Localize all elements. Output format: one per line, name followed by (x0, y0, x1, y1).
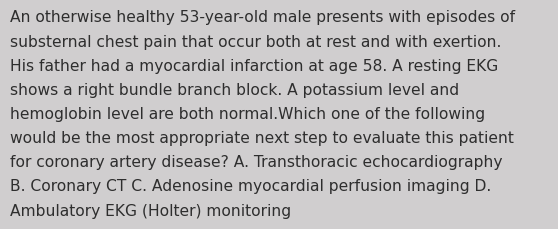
Text: for coronary artery disease? A. Transthoracic echocardiography: for coronary artery disease? A. Transtho… (10, 155, 503, 169)
Text: An otherwise healthy 53-year-old male presents with episodes of: An otherwise healthy 53-year-old male pr… (10, 10, 515, 25)
Text: Ambulatory EKG (Holter) monitoring: Ambulatory EKG (Holter) monitoring (10, 203, 291, 218)
Text: hemoglobin level are both normal.Which one of the following: hemoglobin level are both normal.Which o… (10, 106, 485, 121)
Text: B. Coronary CT C. Adenosine myocardial perfusion imaging D.: B. Coronary CT C. Adenosine myocardial p… (10, 179, 491, 194)
Text: His father had a myocardial infarction at age 58. A resting EKG: His father had a myocardial infarction a… (10, 58, 498, 73)
Text: shows a right bundle branch block. A potassium level and: shows a right bundle branch block. A pot… (10, 82, 459, 97)
Text: substernal chest pain that occur both at rest and with exertion.: substernal chest pain that occur both at… (10, 34, 502, 49)
Text: would be the most appropriate next step to evaluate this patient: would be the most appropriate next step … (10, 131, 514, 145)
